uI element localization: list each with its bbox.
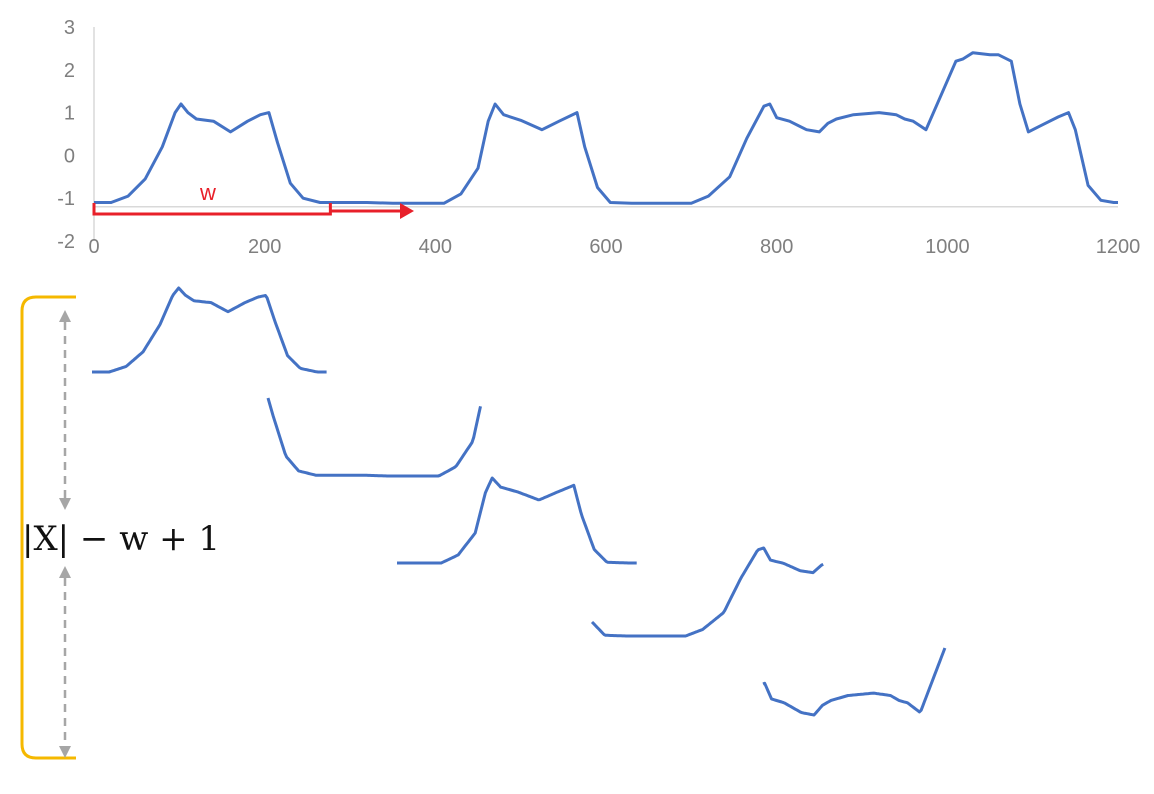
sliding-windows [92,286,947,717]
lower-arrowhead-top [59,566,71,578]
x-tick-label: 800 [760,236,793,258]
slide-arrow-head [400,203,414,219]
y-tick-label: 1 [64,103,75,125]
window-bracket [92,203,332,216]
y-tick-label: -2 [57,231,75,253]
bracket-line [20,295,76,760]
window-segment [397,476,637,565]
upper-arrowhead-bottom [59,498,71,510]
x-tick-label: 1200 [1096,236,1141,258]
window-count-formula: |X| − w + 1 [22,519,220,559]
window-segment [762,647,947,717]
window-segment [590,546,824,638]
x-tick-label: 0 [88,236,99,258]
series-line-path [94,51,1118,205]
upper-arrowhead-top [59,310,71,322]
window-annotation: w [92,180,414,219]
y-tick-label: 0 [64,145,75,167]
y-tick-label: -1 [57,188,75,210]
window-segment [92,286,327,374]
lower-arrowhead-bottom [59,746,71,758]
x-tick-label: 200 [248,236,281,258]
x-tick-label: 600 [589,236,622,258]
y-tick-label: 2 [64,60,75,82]
series-line [94,51,1118,205]
tick-labels: 0 200 400 600 800 1000 1200 3 2 1 0 -1 -2 [57,17,1140,258]
window-segment [266,397,482,478]
x-tick-label: 400 [419,236,452,258]
window-count-bracket [20,295,76,760]
y-tick-label: 3 [64,17,75,39]
x-tick-label: 1000 [925,236,970,258]
window-label: w [199,180,216,205]
